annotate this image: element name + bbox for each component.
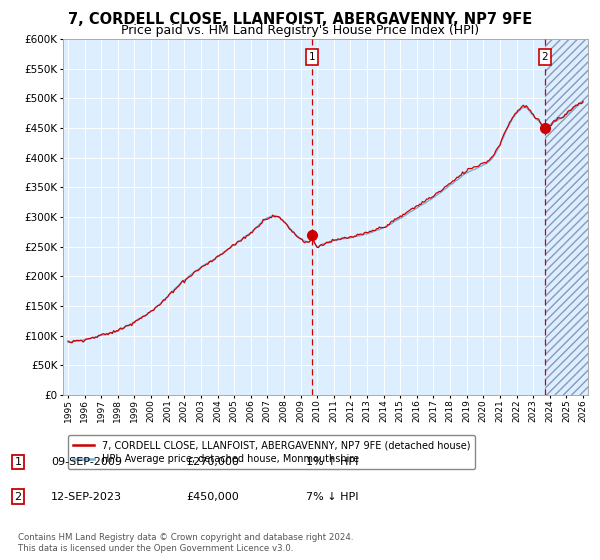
Text: 1: 1 [14, 457, 22, 467]
Text: 12-SEP-2023: 12-SEP-2023 [51, 492, 122, 502]
Text: 7, CORDELL CLOSE, LLANFOIST, ABERGAVENNY, NP7 9FE: 7, CORDELL CLOSE, LLANFOIST, ABERGAVENNY… [68, 12, 532, 27]
Text: £270,000: £270,000 [186, 457, 239, 467]
Text: 09-SEP-2009: 09-SEP-2009 [51, 457, 122, 467]
Text: Contains HM Land Registry data © Crown copyright and database right 2024.
This d: Contains HM Land Registry data © Crown c… [18, 533, 353, 553]
Bar [545, 39, 592, 395]
Text: 7% ↓ HPI: 7% ↓ HPI [306, 492, 359, 502]
Text: 1: 1 [309, 52, 316, 62]
Legend: 7, CORDELL CLOSE, LLANFOIST, ABERGAVENNY, NP7 9FE (detached house), HPI: Average: 7, CORDELL CLOSE, LLANFOIST, ABERGAVENNY… [68, 435, 475, 469]
Text: 2: 2 [541, 52, 548, 62]
Text: 2: 2 [14, 492, 22, 502]
Text: £450,000: £450,000 [186, 492, 239, 502]
Text: Price paid vs. HM Land Registry's House Price Index (HPI): Price paid vs. HM Land Registry's House … [121, 24, 479, 36]
Text: 1% ↑ HPI: 1% ↑ HPI [306, 457, 358, 467]
